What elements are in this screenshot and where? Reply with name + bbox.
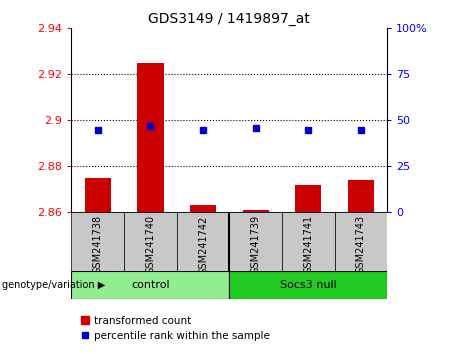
Text: GSM241740: GSM241740 bbox=[145, 215, 155, 274]
Bar bbox=[190, 205, 216, 212]
Bar bbox=[348, 180, 374, 212]
Bar bbox=[85, 178, 111, 212]
Text: Socs3 null: Socs3 null bbox=[280, 280, 337, 290]
Text: GSM241739: GSM241739 bbox=[251, 215, 260, 274]
Bar bbox=[295, 185, 321, 212]
Text: GSM241742: GSM241742 bbox=[198, 215, 208, 275]
Bar bbox=[229, 271, 387, 299]
Bar bbox=[71, 271, 229, 299]
Legend: transformed count, percentile rank within the sample: transformed count, percentile rank withi… bbox=[77, 312, 274, 345]
Bar bbox=[242, 210, 269, 212]
Bar bbox=[282, 212, 335, 271]
Bar bbox=[177, 212, 229, 271]
Bar bbox=[71, 212, 124, 271]
Text: GSM241743: GSM241743 bbox=[356, 215, 366, 274]
Bar bbox=[137, 63, 164, 212]
Text: GSM241738: GSM241738 bbox=[93, 215, 103, 274]
Bar bbox=[124, 212, 177, 271]
Text: GSM241741: GSM241741 bbox=[303, 215, 313, 274]
Bar bbox=[335, 212, 387, 271]
Bar bbox=[229, 212, 282, 271]
Title: GDS3149 / 1419897_at: GDS3149 / 1419897_at bbox=[148, 12, 310, 26]
Text: control: control bbox=[131, 280, 170, 290]
Text: genotype/variation ▶: genotype/variation ▶ bbox=[2, 280, 106, 290]
